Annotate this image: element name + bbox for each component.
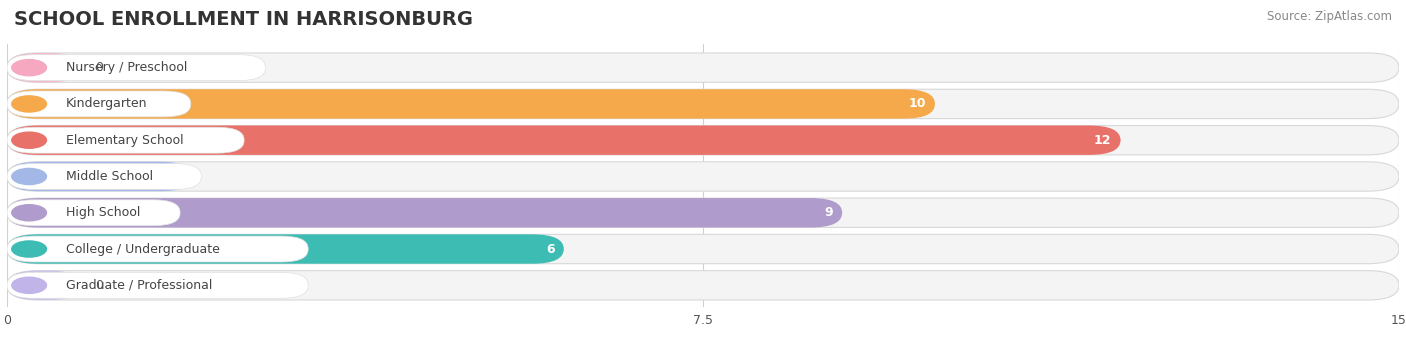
- FancyBboxPatch shape: [7, 198, 842, 227]
- FancyBboxPatch shape: [7, 164, 201, 190]
- FancyBboxPatch shape: [7, 198, 1399, 227]
- FancyBboxPatch shape: [7, 125, 1121, 155]
- FancyBboxPatch shape: [7, 53, 82, 82]
- Text: 12: 12: [1094, 134, 1111, 147]
- FancyBboxPatch shape: [7, 91, 191, 117]
- Text: 9: 9: [824, 206, 832, 219]
- Text: College / Undergraduate: College / Undergraduate: [66, 242, 221, 255]
- FancyBboxPatch shape: [7, 234, 564, 264]
- FancyBboxPatch shape: [7, 234, 1399, 264]
- FancyBboxPatch shape: [7, 55, 266, 80]
- FancyBboxPatch shape: [7, 236, 308, 262]
- Circle shape: [11, 277, 46, 293]
- FancyBboxPatch shape: [7, 89, 935, 119]
- Text: Kindergarten: Kindergarten: [66, 98, 148, 110]
- Text: 2: 2: [174, 170, 183, 183]
- FancyBboxPatch shape: [7, 200, 180, 226]
- Circle shape: [11, 60, 46, 76]
- Circle shape: [11, 205, 46, 221]
- Text: Middle School: Middle School: [66, 170, 153, 183]
- FancyBboxPatch shape: [7, 127, 245, 153]
- Text: 0: 0: [96, 61, 103, 74]
- Text: High School: High School: [66, 206, 141, 219]
- Text: SCHOOL ENROLLMENT IN HARRISONBURG: SCHOOL ENROLLMENT IN HARRISONBURG: [14, 10, 472, 29]
- Circle shape: [11, 168, 46, 184]
- Circle shape: [11, 96, 46, 112]
- FancyBboxPatch shape: [7, 271, 1399, 300]
- Text: Source: ZipAtlas.com: Source: ZipAtlas.com: [1267, 10, 1392, 23]
- Text: 10: 10: [908, 98, 925, 110]
- Circle shape: [11, 241, 46, 257]
- Text: Elementary School: Elementary School: [66, 134, 184, 147]
- FancyBboxPatch shape: [7, 162, 193, 191]
- FancyBboxPatch shape: [7, 125, 1399, 155]
- Circle shape: [11, 132, 46, 148]
- Text: Nursery / Preschool: Nursery / Preschool: [66, 61, 187, 74]
- FancyBboxPatch shape: [7, 53, 1399, 82]
- Text: Graduate / Professional: Graduate / Professional: [66, 279, 212, 292]
- FancyBboxPatch shape: [7, 271, 82, 300]
- Text: 0: 0: [96, 279, 103, 292]
- FancyBboxPatch shape: [7, 162, 1399, 191]
- FancyBboxPatch shape: [7, 89, 1399, 119]
- Text: 6: 6: [546, 242, 554, 255]
- FancyBboxPatch shape: [7, 272, 308, 298]
